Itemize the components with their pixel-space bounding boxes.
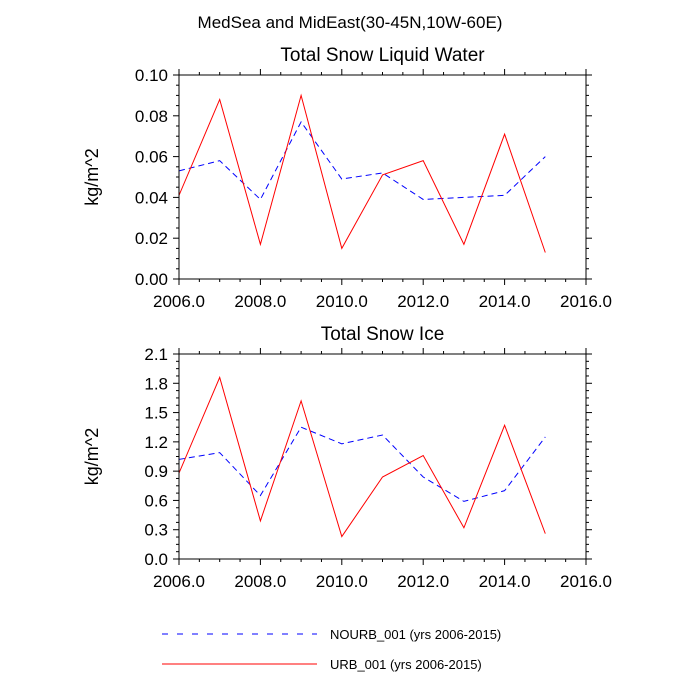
series-line-nourb — [179, 426, 546, 502]
series-line-urb — [179, 93, 546, 253]
plot-frame — [178, 74, 587, 280]
y-tick-label: 0.0 — [144, 550, 168, 569]
x-tick-label: 2006.0 — [153, 572, 205, 591]
x-tick-label: 2010.0 — [316, 292, 368, 311]
chart-title: Total Snow Ice — [321, 324, 445, 345]
chart-panel-2: 2006.0 2008.0 2010.0 2012.0 2014.0 2016.0 0.0 0… — [82, 324, 612, 591]
chart-title: Total Snow Liquid Water — [280, 45, 485, 66]
chart-panel-1: 2006.0 2008.0 2010.0 2012.0 2014.0 2016.0 0.00… — [82, 45, 612, 311]
series-line-urb — [179, 375, 546, 538]
x-tick-label: 2006.0 — [153, 292, 205, 311]
y-tick-label: 0.10 — [135, 66, 168, 85]
series-line-nourb — [179, 120, 546, 201]
chart-panels: 2006.0 2008.0 2010.0 2012.0 2014.0 2016.00.00… — [82, 45, 612, 591]
y-tick-label: 1.8 — [144, 374, 168, 393]
x-tick-label: 2014.0 — [479, 572, 531, 591]
y-axis-label: kg/m^2 — [82, 428, 102, 485]
y-tick-label: 0.3 — [144, 521, 168, 540]
legend-label: URB_001 (yrs 2006-2015) — [330, 657, 482, 672]
legend: NOURB_001 (yrs 2006-2015) URB_001 (yrs 20… — [162, 627, 501, 672]
x-tick-label: 2016.0 — [560, 572, 612, 591]
y-tick-label: 1.5 — [144, 404, 168, 423]
figure-suptitle: MedSea and MidEast(30-45N,10W-60E) — [198, 13, 503, 32]
y-tick-label: 0.6 — [144, 491, 168, 510]
y-tick-label: 2.1 — [144, 345, 168, 364]
series-group — [179, 93, 546, 253]
legend-label: NOURB_001 (yrs 2006-2015) — [330, 627, 501, 642]
x-tick-label: 2008.0 — [234, 292, 286, 311]
y-tick-label: 0.04 — [135, 188, 168, 207]
x-tick-label: 2012.0 — [397, 572, 449, 591]
y-axis-label: kg/m^2 — [82, 148, 102, 205]
x-tick-label: 2016.0 — [560, 292, 612, 311]
y-tick-label: 0.9 — [144, 462, 168, 481]
x-tick-label: 2008.0 — [234, 572, 286, 591]
x-tick-label: 2014.0 — [479, 292, 531, 311]
series-group — [179, 375, 546, 538]
x-tick-label: 2012.0 — [397, 292, 449, 311]
y-tick-label: 1.2 — [144, 433, 168, 452]
y-tick-label: 0.02 — [135, 229, 168, 248]
y-tick-label: 0.06 — [135, 148, 168, 167]
y-tick-label: 0.08 — [135, 107, 168, 126]
y-tick-label: 0.00 — [135, 270, 168, 289]
plot-frame — [178, 353, 587, 560]
x-tick-label: 2010.0 — [316, 572, 368, 591]
